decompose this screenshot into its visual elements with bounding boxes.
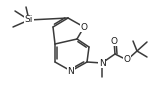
- Text: N: N: [68, 66, 74, 76]
- Text: O: O: [81, 23, 88, 32]
- Text: Si: Si: [25, 15, 33, 25]
- Text: O: O: [123, 55, 131, 65]
- Text: O: O: [111, 36, 117, 46]
- Text: N: N: [99, 59, 105, 68]
